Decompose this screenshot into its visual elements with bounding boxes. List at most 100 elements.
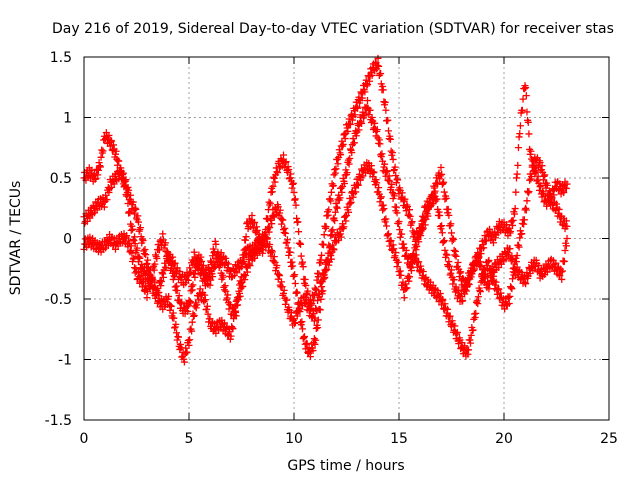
data-point-marker bbox=[387, 147, 395, 155]
data-point-marker bbox=[140, 263, 148, 271]
data-point-marker bbox=[380, 98, 388, 106]
data-point-marker bbox=[93, 206, 101, 214]
data-point-marker bbox=[398, 281, 406, 289]
data-point-marker bbox=[506, 229, 514, 237]
data-point-marker bbox=[440, 237, 448, 245]
data-point-marker bbox=[288, 184, 296, 192]
data-point-marker bbox=[306, 353, 314, 361]
data-point-marker bbox=[430, 189, 438, 197]
data-point-marker bbox=[476, 288, 484, 296]
data-point-marker bbox=[450, 246, 458, 254]
data-point-marker bbox=[269, 182, 277, 190]
data-point-marker bbox=[505, 293, 513, 301]
data-point-marker bbox=[495, 285, 503, 293]
data-point-marker bbox=[129, 198, 137, 206]
data-point-marker bbox=[325, 206, 333, 214]
data-point-marker bbox=[341, 212, 349, 220]
data-point-marker bbox=[354, 104, 362, 112]
data-point-marker bbox=[553, 200, 560, 208]
data-point-marker bbox=[263, 235, 271, 243]
data-point-marker bbox=[346, 194, 354, 202]
data-point-marker bbox=[513, 170, 521, 178]
data-point-marker bbox=[515, 133, 523, 141]
data-point-marker bbox=[386, 132, 394, 140]
data-point-marker bbox=[419, 267, 427, 275]
data-point-marker bbox=[316, 290, 324, 298]
data-point-marker bbox=[447, 269, 455, 277]
data-point-marker bbox=[173, 264, 181, 272]
data-point-marker bbox=[280, 286, 288, 294]
data-point-marker bbox=[381, 218, 389, 226]
data-point-marker bbox=[396, 226, 404, 234]
data-point-marker bbox=[543, 268, 551, 276]
data-point-marker bbox=[527, 147, 535, 155]
data-point-marker bbox=[520, 85, 528, 93]
data-point-marker bbox=[331, 217, 339, 225]
data-point-marker bbox=[463, 278, 471, 286]
data-point-marker bbox=[383, 222, 391, 230]
data-point-marker bbox=[148, 276, 156, 284]
data-point-marker bbox=[373, 179, 381, 187]
data-point-marker bbox=[437, 225, 445, 233]
data-point-marker bbox=[505, 300, 513, 308]
data-point-marker bbox=[327, 252, 335, 260]
data-point-marker bbox=[524, 118, 532, 126]
data-point-marker bbox=[115, 157, 123, 165]
data-point-marker bbox=[563, 235, 571, 242]
data-point-marker bbox=[561, 246, 569, 254]
data-point-marker bbox=[463, 282, 471, 290]
data-point-marker bbox=[92, 175, 100, 182]
data-point-marker bbox=[201, 296, 209, 304]
data-point-marker bbox=[95, 159, 103, 167]
data-point-marker bbox=[291, 319, 299, 327]
data-point-marker bbox=[341, 180, 349, 188]
data-point-marker bbox=[346, 154, 354, 162]
data-point-marker bbox=[186, 299, 194, 307]
data-point-marker bbox=[523, 197, 531, 205]
data-point-marker bbox=[351, 111, 359, 119]
data-point-marker bbox=[509, 221, 517, 229]
data-point-marker bbox=[419, 212, 427, 220]
data-point-marker bbox=[516, 122, 524, 130]
data-point-marker bbox=[483, 261, 491, 269]
data-point-marker bbox=[543, 181, 551, 189]
data-point-marker bbox=[412, 246, 420, 254]
data-point-marker bbox=[312, 285, 320, 293]
data-point-marker bbox=[204, 310, 212, 318]
data-point-marker bbox=[297, 252, 305, 260]
data-point-marker bbox=[129, 225, 137, 233]
data-point-marker bbox=[190, 312, 198, 320]
data-point-marker bbox=[134, 218, 142, 226]
data-point-marker bbox=[485, 256, 493, 264]
data-point-marker bbox=[329, 226, 337, 234]
y-tick-label: 0.5 bbox=[50, 171, 72, 187]
data-point-marker bbox=[331, 208, 339, 216]
data-point-marker bbox=[203, 302, 211, 310]
data-point-marker bbox=[417, 262, 425, 270]
data-point-marker bbox=[358, 94, 366, 102]
data-point-marker bbox=[461, 290, 469, 298]
data-point-marker bbox=[96, 163, 104, 171]
data-point-marker bbox=[142, 251, 150, 259]
data-point-marker bbox=[392, 249, 400, 257]
data-point-marker bbox=[444, 205, 452, 213]
data-point-marker bbox=[161, 239, 169, 247]
data-point-marker bbox=[296, 305, 304, 313]
data-point-marker bbox=[523, 269, 531, 277]
data-point-marker bbox=[488, 276, 496, 284]
data-point-marker bbox=[386, 177, 394, 185]
data-point-marker bbox=[359, 108, 367, 116]
data-point-marker bbox=[123, 190, 131, 198]
data-point-marker bbox=[297, 321, 305, 329]
data-point-marker bbox=[327, 197, 335, 205]
data-point-marker bbox=[226, 335, 234, 343]
data-point-marker bbox=[415, 231, 423, 239]
data-point-marker bbox=[148, 274, 156, 282]
data-point-marker bbox=[439, 296, 447, 304]
data-point-marker bbox=[522, 84, 530, 92]
data-point-marker bbox=[324, 211, 332, 219]
data-point-marker bbox=[291, 196, 299, 204]
data-point-marker bbox=[116, 164, 124, 172]
data-point-marker bbox=[406, 206, 413, 214]
data-point-marker bbox=[508, 285, 516, 293]
